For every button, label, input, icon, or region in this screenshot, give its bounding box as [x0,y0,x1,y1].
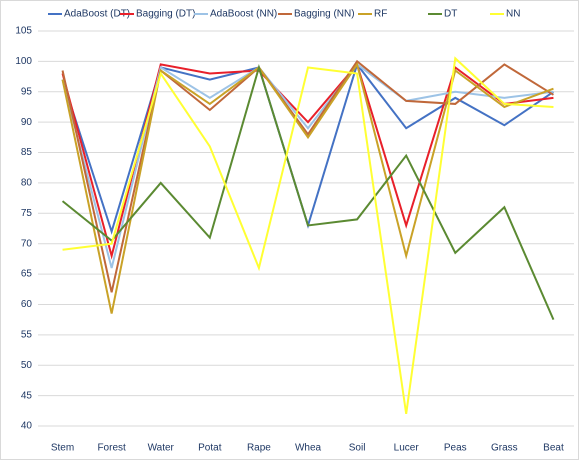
y-tick-label: 85 [21,147,33,158]
x-tick-label: Grass [491,443,518,454]
x-tick-label: Whea [295,443,322,454]
y-tick-label: 70 [21,238,33,249]
x-tick-label: Soil [349,443,366,454]
legend-label: RF [374,9,387,20]
legend-label: DT [444,9,457,20]
legend-label: AdaBoost (DT) [64,9,130,20]
y-tick-label: 90 [21,117,33,128]
y-tick-label: 105 [15,26,32,37]
series-line [62,56,554,414]
legend-label: Bagging (DT) [136,9,195,20]
x-tick-label: Lucer [394,443,420,454]
x-tick-label: Potat [198,443,222,454]
y-tick-label: 80 [21,178,33,189]
x-tick-label: Peas [444,443,467,454]
x-tick-label: Beat [543,443,564,454]
x-tick-label: Water [148,443,175,454]
y-tick-label: 45 [21,390,33,401]
y-tick-label: 65 [21,269,33,280]
legend-label: AdaBoost (NN) [210,9,277,20]
series-line [61,63,554,269]
y-tick-label: 60 [21,299,33,310]
series-line [61,63,555,321]
y-tick-label: 50 [21,360,33,371]
y-tick-label: 95 [21,86,33,97]
x-tick-label: Forest [97,443,126,454]
legend-label: NN [506,9,520,20]
series-line [61,62,554,314]
y-tick-label: 75 [21,208,33,219]
y-tick-label: 55 [21,329,33,340]
y-tick-label: 40 [21,421,33,432]
series-line [61,59,554,293]
x-tick-label: Rape [247,443,271,454]
y-tick-label: 100 [15,56,32,67]
x-tick-label: Stem [51,443,74,454]
legend-label: Bagging (NN) [294,9,355,20]
